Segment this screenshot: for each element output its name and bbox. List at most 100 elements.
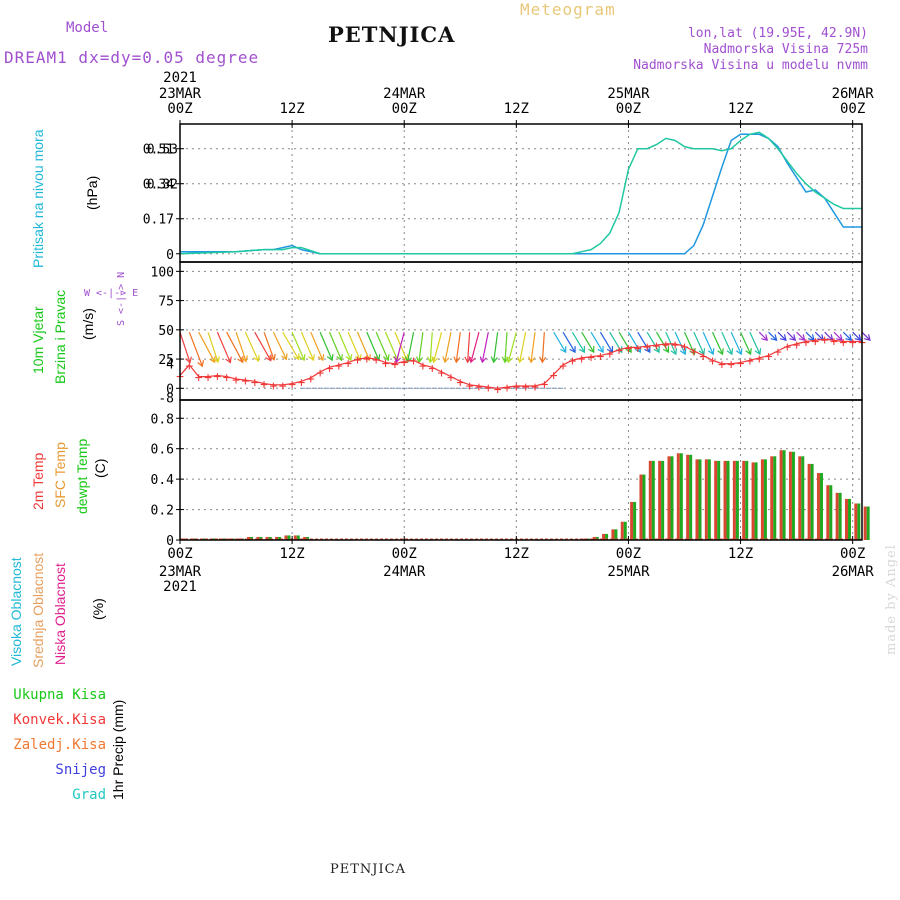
precip-bar bbox=[614, 529, 618, 540]
wind-speed-point: + bbox=[727, 358, 735, 373]
precip-bar bbox=[760, 459, 764, 540]
wind-arrow bbox=[418, 332, 424, 363]
wind-speed-point: + bbox=[213, 369, 221, 384]
bottom-year-label: 2021 bbox=[163, 579, 197, 595]
wind-arrow bbox=[282, 331, 300, 360]
model-label: Model bbox=[66, 20, 109, 36]
wind-arrow bbox=[226, 331, 244, 363]
precip-bar bbox=[835, 492, 839, 540]
wind-arrow-head bbox=[185, 356, 192, 364]
wind-arrow-head bbox=[707, 348, 715, 356]
convective-rain-label: Konvek.Kisa bbox=[13, 712, 106, 728]
wind-arrow bbox=[590, 331, 604, 353]
wind-arrow bbox=[395, 332, 405, 363]
pressure-ytick-label: 0.17 bbox=[143, 213, 174, 228]
precip-bar bbox=[602, 533, 606, 540]
precip-bar bbox=[773, 456, 777, 540]
precip-bar bbox=[658, 460, 662, 540]
wind-arrow-head bbox=[479, 356, 487, 364]
made-by-label: made by Angel bbox=[884, 544, 899, 655]
wind-speed-point: + bbox=[270, 379, 278, 394]
precip-bar bbox=[714, 460, 718, 540]
top-date-label: 24MAR bbox=[383, 86, 426, 102]
wind-arrow bbox=[777, 331, 787, 341]
precip-bar bbox=[259, 536, 263, 540]
wind-speed-point: + bbox=[241, 374, 249, 389]
precip-bar bbox=[306, 536, 310, 540]
wind-ytick-label: 50 bbox=[158, 324, 174, 339]
wind-arrow bbox=[338, 331, 352, 361]
wind-ytick-label: 100 bbox=[151, 265, 174, 280]
precip-bar bbox=[303, 536, 307, 540]
wind-arrow-head bbox=[569, 346, 576, 354]
precip-bar bbox=[648, 460, 652, 540]
wind-ytick-label: 25 bbox=[158, 353, 174, 368]
wind-speed-point: + bbox=[522, 380, 530, 395]
wind-arrow-head bbox=[754, 348, 762, 356]
wind-speed-point: + bbox=[382, 357, 390, 372]
wind-arrow-head bbox=[698, 348, 706, 356]
wind-arrow bbox=[627, 331, 641, 353]
temp-ytick-label: 0.6 bbox=[151, 443, 174, 458]
wind-arrow-head bbox=[393, 356, 401, 364]
precip-bar bbox=[623, 521, 627, 540]
precip-bar bbox=[745, 460, 749, 540]
wind-speed-point: + bbox=[298, 375, 306, 390]
wind-arrow-head bbox=[431, 356, 439, 364]
precip-bar bbox=[816, 473, 820, 540]
wind-ytick-label: 75 bbox=[158, 295, 174, 310]
wind-arrow-head bbox=[679, 348, 687, 356]
wind-speed-point: + bbox=[363, 352, 371, 367]
wind-arrow bbox=[384, 331, 399, 361]
wind-arrow bbox=[406, 332, 415, 363]
wind-speed-point: + bbox=[634, 341, 642, 356]
precip-bar bbox=[726, 460, 730, 540]
wind-arrow-head bbox=[253, 354, 260, 363]
bottom-date-label: 26MAR bbox=[832, 564, 875, 580]
bottom-time-label: 00Z bbox=[616, 546, 641, 562]
wind-arrow-head bbox=[662, 346, 670, 354]
wind-arrow bbox=[768, 331, 777, 341]
wind-speed-point: + bbox=[839, 336, 847, 351]
bottom-time-label: 00Z bbox=[392, 546, 417, 562]
wind-speed-point: + bbox=[709, 354, 717, 369]
precip-bar bbox=[689, 454, 693, 540]
wind-speed-point: + bbox=[279, 379, 287, 394]
precip-bar bbox=[695, 459, 699, 540]
wind-arrow bbox=[347, 331, 361, 361]
top-date-label: 26MAR bbox=[832, 86, 875, 102]
top-time-label: 12Z bbox=[504, 101, 529, 117]
wind-speed-point: + bbox=[746, 354, 754, 369]
wind-speed-point: + bbox=[690, 345, 698, 360]
wind-speed-point: + bbox=[438, 366, 446, 381]
bottom-time-label: 12Z bbox=[728, 546, 753, 562]
precip-bar bbox=[770, 456, 774, 540]
precip-bar bbox=[829, 485, 833, 540]
wind-arrow bbox=[310, 331, 324, 361]
precip-bar bbox=[754, 462, 758, 540]
precip-bar bbox=[810, 463, 814, 540]
wind-arrow-head bbox=[761, 334, 769, 341]
meteogram-label: Meteogram bbox=[520, 0, 616, 19]
bottom-time-label: 12Z bbox=[279, 546, 304, 562]
wind-speed-point: + bbox=[466, 379, 474, 394]
wind-speed-point: + bbox=[811, 334, 819, 349]
wind-arrow bbox=[216, 331, 231, 363]
wind-arrow-head bbox=[864, 334, 871, 341]
wind-arrow bbox=[375, 331, 389, 361]
wind-arrow bbox=[674, 331, 686, 355]
precip-bar bbox=[296, 535, 300, 540]
wind-arrow bbox=[805, 331, 815, 341]
wind-arrow bbox=[693, 331, 705, 355]
wind-speed-point: + bbox=[568, 354, 576, 369]
precip-bar bbox=[679, 453, 683, 540]
wind-speed-point: + bbox=[260, 378, 268, 393]
wind-arrow bbox=[581, 331, 595, 353]
precip-bar bbox=[751, 462, 755, 540]
hail-label: Grad bbox=[72, 787, 106, 803]
time-axes: 00Z00Z23MAR23MAR12Z12Z00Z00Z24MAR24MAR12… bbox=[159, 70, 874, 595]
wind-speed-point: + bbox=[447, 371, 455, 386]
wind-ytick-extra-label: -8 bbox=[158, 392, 174, 407]
precip-bar bbox=[707, 459, 711, 540]
